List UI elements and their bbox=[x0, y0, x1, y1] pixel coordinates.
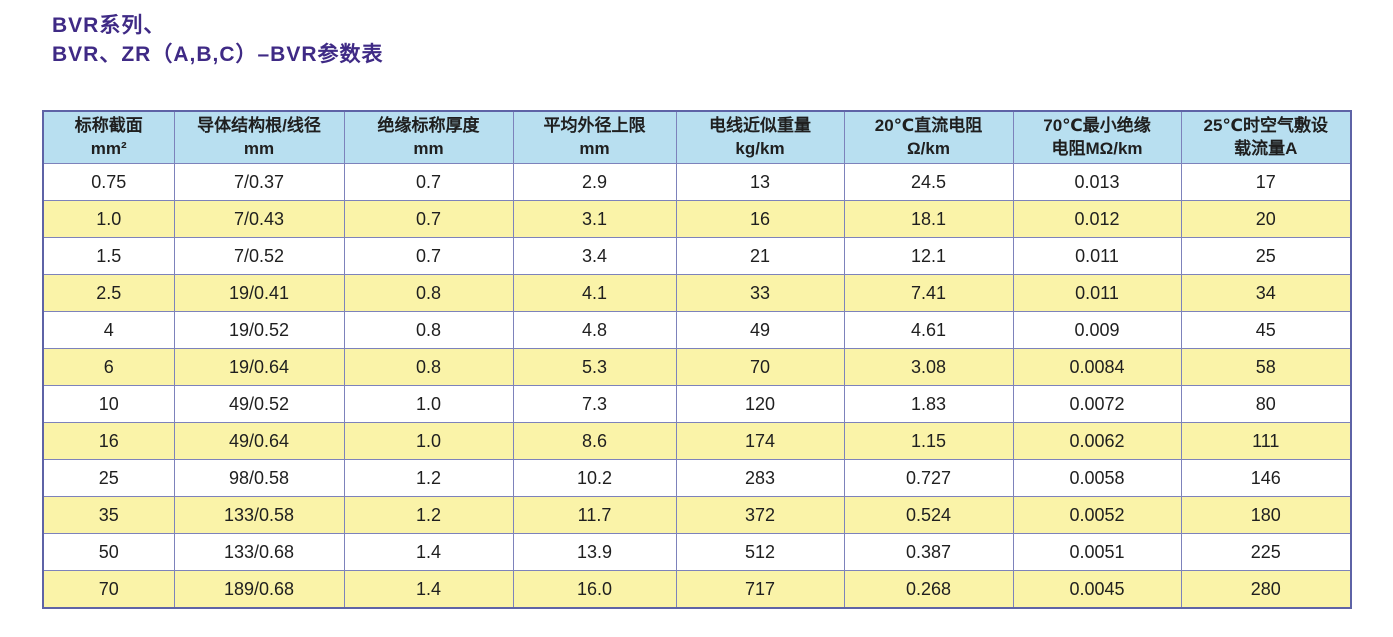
table-row: 25 98/0.58 1.2 10.2 283 0.727 0.0058 146 bbox=[42, 459, 1352, 497]
col-header-mean-od-limit: 平均外径上限 mm bbox=[512, 110, 677, 164]
table-row: 10 49/0.52 1.0 7.3 120 1.83 0.0072 80 bbox=[42, 385, 1352, 423]
table-row: 1.0 7/0.43 0.7 3.1 16 18.1 0.012 20 bbox=[42, 200, 1352, 238]
col-header-dc-resistance-20c: 20℃直流电阻 Ω/km bbox=[843, 110, 1014, 164]
col-header-min-insulation-resistance-70c: 70℃最小绝缘 电阻MΩ/km bbox=[1012, 110, 1182, 164]
col-header-insulation-thickness: 绝缘标称厚度 mm bbox=[343, 110, 514, 164]
table-row: 4 19/0.52 0.8 4.8 49 4.61 0.009 45 bbox=[42, 311, 1352, 349]
table-row: 35 133/0.58 1.2 11.7 372 0.524 0.0052 180 bbox=[42, 496, 1352, 534]
page-title-line2: BVR、ZR（A,B,C）–BVR参数表 bbox=[52, 42, 384, 66]
table-row: 1.5 7/0.52 0.7 3.4 21 12.1 0.011 25 bbox=[42, 237, 1352, 275]
table-row: 70 189/0.68 1.4 16.0 717 0.268 0.0045 280 bbox=[42, 570, 1352, 609]
table-row: 16 49/0.64 1.0 8.6 174 1.15 0.0062 111 bbox=[42, 422, 1352, 460]
table-row: 6 19/0.64 0.8 5.3 70 3.08 0.0084 58 bbox=[42, 348, 1352, 386]
table-row: 50 133/0.68 1.4 13.9 512 0.387 0.0051 225 bbox=[42, 533, 1352, 571]
page-title-line1: BVR系列、 bbox=[52, 14, 166, 37]
col-header-approx-weight: 电线近似重量 kg/km bbox=[675, 110, 845, 164]
bvr-parameter-table: 标称截面 mm² 导体结构根/线径 mm 绝缘标称厚度 mm 平均外径上限 mm 电线近… bbox=[42, 110, 1352, 609]
page-title: BVR系列、 BVR、ZR（A,B,C）–BVR参数表 bbox=[52, 12, 384, 70]
col-header-conductor-structure: 导体结构根/线径 mm bbox=[173, 110, 345, 164]
col-header-current-capacity-25c: 25℃时空气敷设 载流量A bbox=[1180, 110, 1352, 164]
table-header: 标称截面 mm² 导体结构根/线径 mm 绝缘标称厚度 mm 平均外径上限 mm 电线近… bbox=[42, 110, 1352, 164]
table-row: 0.75 7/0.37 0.7 2.9 13 24.5 0.013 17 bbox=[42, 163, 1352, 201]
col-header-nominal-section: 标称截面 mm² bbox=[42, 110, 175, 164]
table-row: 2.5 19/0.41 0.8 4.1 33 7.41 0.011 34 bbox=[42, 274, 1352, 312]
